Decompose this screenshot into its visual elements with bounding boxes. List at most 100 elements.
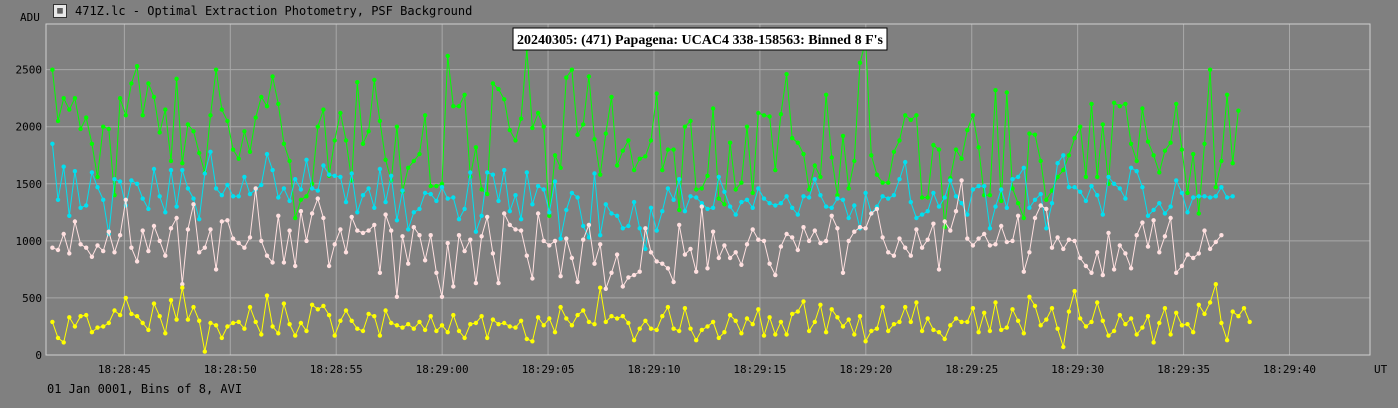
data-point: [654, 327, 659, 333]
data-point: [281, 260, 287, 265]
data-point: [377, 270, 383, 275]
data-point: [1236, 314, 1241, 319]
data-point: [648, 138, 654, 143]
data-point: [338, 174, 343, 180]
data-point: [456, 217, 462, 222]
data-point: [626, 223, 631, 229]
data-point: [665, 266, 671, 271]
data-point: [547, 210, 552, 215]
data-point: [89, 254, 95, 259]
data-point: [682, 306, 688, 311]
data-point: [790, 235, 795, 240]
data-point: [485, 335, 490, 341]
data-point: [575, 195, 580, 200]
data-point: [123, 197, 128, 202]
data-point: [230, 320, 236, 326]
data-point: [705, 206, 710, 212]
data-point: [180, 282, 185, 287]
data-point: [699, 327, 704, 333]
data-point: [835, 196, 840, 201]
data-point: [456, 104, 462, 109]
data-point: [1072, 185, 1077, 190]
data-point: [417, 206, 422, 212]
data-point: [50, 67, 55, 72]
data-point: [558, 236, 563, 241]
app-window-icon[interactable]: ▦: [53, 4, 67, 18]
data-point: [417, 233, 422, 238]
data-point: [660, 261, 665, 266]
data-point: [586, 235, 592, 240]
data-point: [784, 194, 789, 199]
data-point: [852, 229, 857, 234]
data-point: [1027, 294, 1032, 299]
data-point: [1151, 207, 1156, 213]
data-point: [411, 210, 416, 215]
data-point: [620, 284, 625, 289]
series-2: [50, 178, 1224, 299]
data-point: [445, 196, 450, 201]
data-point: [202, 245, 207, 250]
data-point: [592, 322, 597, 327]
data-point: [1213, 194, 1219, 199]
data-point: [750, 227, 755, 232]
data-point: [315, 307, 320, 312]
data-point: [287, 228, 292, 233]
data-point: [406, 227, 411, 232]
data-point: [213, 267, 219, 272]
data-point: [163, 210, 168, 215]
data-point: [908, 253, 913, 258]
data-point: [1095, 174, 1100, 180]
data-point: [163, 331, 168, 336]
data-point: [1151, 340, 1156, 345]
data-point: [581, 223, 586, 229]
data-point: [1083, 324, 1089, 329]
data-point: [897, 236, 902, 241]
data-point: [891, 193, 897, 198]
data-point: [219, 335, 224, 341]
data-point: [524, 336, 529, 342]
data-point: [1134, 169, 1139, 174]
data-point: [507, 127, 512, 133]
data-point: [383, 212, 388, 217]
data-point: [880, 194, 885, 199]
data-point: [722, 243, 727, 248]
data-point: [699, 204, 704, 209]
data-point: [242, 174, 247, 180]
data-point: [739, 199, 744, 205]
data-point: [242, 129, 247, 134]
data-point: [485, 170, 490, 175]
series-layer: [50, 38, 1252, 354]
data-point: [778, 201, 784, 206]
x-tick-label: 18:28:50: [204, 363, 257, 376]
data-point: [1044, 226, 1049, 231]
plot-frame: [45, 23, 1371, 356]
data-point: [914, 113, 919, 118]
data-point: [801, 194, 806, 199]
y-axis-label: ADU: [20, 11, 40, 24]
data-point: [61, 164, 66, 169]
data-point: [699, 186, 704, 191]
data-point: [722, 189, 727, 194]
data-point: [343, 308, 349, 313]
data-point: [1207, 246, 1213, 252]
data-point: [965, 127, 970, 133]
data-point: [50, 141, 55, 146]
data-point: [1224, 195, 1230, 200]
data-point: [270, 167, 275, 173]
data-point: [558, 165, 563, 170]
data-point: [1196, 302, 1202, 307]
data-point: [72, 96, 78, 101]
data-point: [710, 319, 716, 325]
data-point: [1241, 306, 1247, 311]
y-tick-label: 1000: [16, 235, 43, 248]
data-point: [445, 330, 450, 335]
data-point: [360, 193, 366, 198]
data-point: [1010, 238, 1015, 244]
data-point: [857, 314, 863, 319]
data-point: [439, 323, 445, 328]
data-point: [434, 183, 439, 189]
data-point: [1032, 215, 1038, 221]
data-point: [993, 242, 998, 247]
data-point: [1015, 318, 1021, 323]
data-point: [360, 230, 366, 236]
